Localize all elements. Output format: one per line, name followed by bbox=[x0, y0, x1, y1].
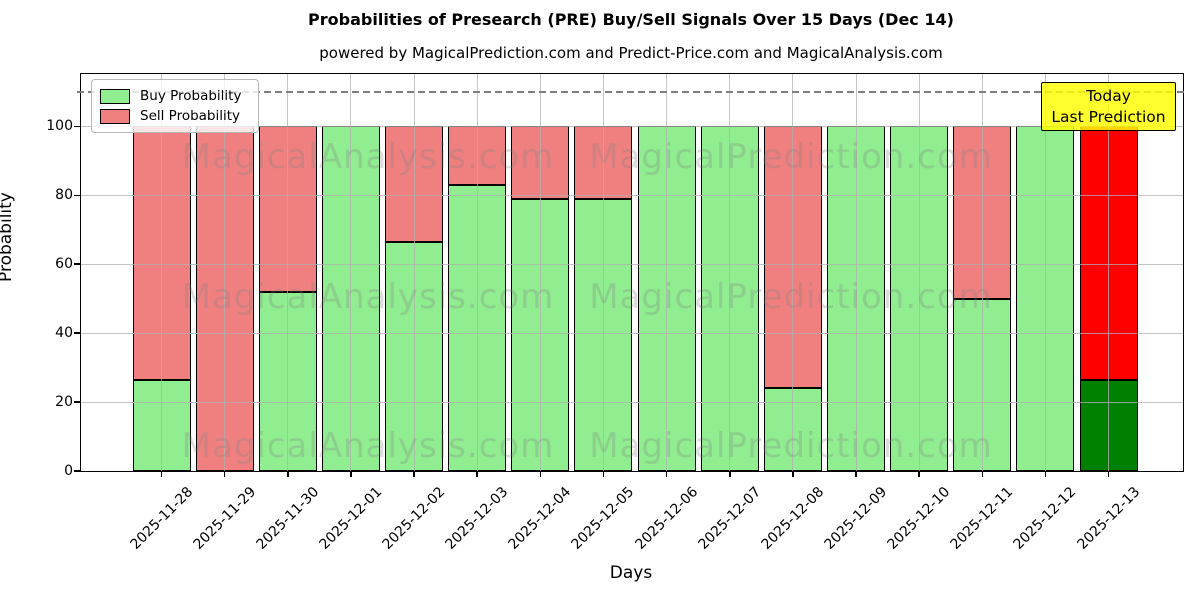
gridline-horizontal bbox=[81, 332, 1183, 334]
today-annotation: Today Last Prediction bbox=[1041, 82, 1176, 131]
watermark-layer: MagicalAnalysis.com MagicalPrediction.com… bbox=[81, 74, 1183, 471]
gridline-vertical bbox=[1044, 74, 1046, 471]
y-tick bbox=[73, 125, 80, 128]
x-tick bbox=[792, 471, 794, 477]
watermark-magicalanalysis: MagicalAnalysis.com bbox=[181, 137, 555, 177]
gridline-vertical bbox=[539, 74, 541, 471]
gridline-vertical bbox=[792, 74, 794, 471]
x-tick bbox=[350, 471, 352, 477]
y-tick-label: 0 bbox=[64, 463, 73, 479]
x-tick bbox=[602, 471, 605, 477]
watermark-magicalprediction: MagicalPrediction.com bbox=[589, 426, 993, 466]
y-tick bbox=[73, 263, 80, 265]
x-tick bbox=[1044, 471, 1047, 477]
y-tick bbox=[73, 332, 80, 334]
gridline-vertical bbox=[918, 74, 920, 471]
gridline-vertical bbox=[350, 74, 352, 471]
gridline-vertical bbox=[981, 74, 983, 471]
gridline-vertical bbox=[729, 74, 731, 471]
x-tick bbox=[981, 471, 984, 477]
plot-area: MagicalAnalysis.com MagicalPrediction.com… bbox=[46, 73, 1187, 553]
y-tick-label: 40 bbox=[55, 325, 73, 342]
y-axis-title: Probability bbox=[0, 192, 16, 282]
today-annotation-line2: Last Prediction bbox=[1051, 107, 1166, 126]
gridline-vertical bbox=[413, 74, 415, 471]
y-tick bbox=[73, 470, 80, 472]
gridline-vertical bbox=[855, 74, 857, 471]
gridline-vertical bbox=[666, 74, 668, 471]
y-tick-label: 20 bbox=[55, 394, 73, 411]
watermark-magicalanalysis: MagicalAnalysis.com bbox=[181, 277, 555, 317]
legend-item-sell: Sell Probability bbox=[100, 106, 250, 126]
x-tick bbox=[160, 471, 163, 477]
threshold-dashed-line bbox=[77, 90, 1187, 93]
watermark-magicalprediction: MagicalPrediction.com bbox=[589, 137, 993, 177]
x-tick bbox=[287, 471, 289, 477]
legend-item-buy: Buy Probability bbox=[100, 86, 250, 106]
watermark-magicalprediction: MagicalPrediction.com bbox=[589, 277, 993, 317]
sell-color-swatch bbox=[100, 108, 130, 124]
x-tick bbox=[476, 471, 478, 477]
x-tick bbox=[539, 471, 542, 477]
chart-subtitle: powered by MagicalPrediction.com and Pre… bbox=[319, 44, 943, 62]
legend-label-buy: Buy Probability bbox=[140, 88, 242, 104]
x-tick bbox=[855, 471, 857, 477]
watermark-magicalanalysis: MagicalAnalysis.com bbox=[181, 426, 555, 466]
buy-color-swatch bbox=[100, 88, 130, 104]
gridline-vertical bbox=[224, 74, 226, 471]
gridline-vertical bbox=[602, 74, 604, 471]
y-tick-label: 60 bbox=[55, 256, 73, 273]
y-tick bbox=[73, 401, 80, 403]
y-tick-label: 100 bbox=[46, 118, 73, 135]
gridline-vertical bbox=[476, 74, 478, 471]
gridline-horizontal bbox=[81, 194, 1183, 196]
y-tick-label: 80 bbox=[55, 187, 73, 204]
legend: Buy Probability Sell Probability bbox=[91, 79, 259, 133]
axis-decor-layer: 2025-11-28 2025-11-29 2025-11-30 2025-12-01… bbox=[46, 74, 1183, 552]
x-tick bbox=[665, 471, 668, 477]
gridline-horizontal bbox=[81, 401, 1183, 403]
gridline-horizontal bbox=[81, 125, 1183, 127]
chart-title: Probabilities of Presearch (PRE) Buy/Sel… bbox=[308, 10, 954, 29]
x-tick bbox=[223, 471, 226, 477]
gridline-vertical bbox=[1108, 74, 1110, 471]
x-axis-title: Days bbox=[609, 563, 653, 583]
x-tick bbox=[1107, 471, 1110, 477]
x-tick bbox=[413, 471, 415, 477]
x-tick bbox=[729, 471, 731, 477]
y-tick bbox=[73, 194, 80, 197]
x-tick bbox=[918, 471, 920, 477]
gridline-vertical bbox=[161, 74, 162, 471]
gridline-vertical bbox=[287, 74, 289, 471]
today-annotation-line1: Today bbox=[1086, 86, 1131, 105]
gridline-horizontal bbox=[81, 263, 1183, 265]
grid-layer bbox=[77, 74, 1187, 471]
legend-label-sell: Sell Probability bbox=[140, 108, 241, 124]
